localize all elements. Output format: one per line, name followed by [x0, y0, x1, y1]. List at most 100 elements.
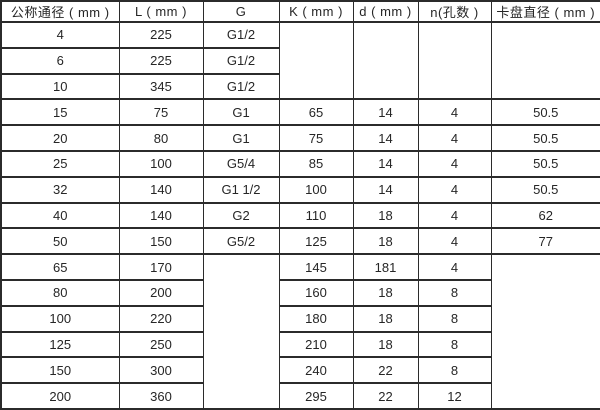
table-cell: 225 — [118, 21, 204, 49]
table-row: 125 250 210 18 8 — [0, 330, 600, 359]
table-cell — [352, 20, 419, 101]
table-cell — [417, 20, 492, 101]
table-cell: 220 — [118, 304, 204, 333]
table-row: 25 100 G5/4 85 14 4 50.5 — [0, 149, 600, 178]
table-cell: 18 — [352, 201, 419, 230]
table-cell — [490, 253, 600, 410]
table-cell: 65 — [278, 98, 354, 127]
table-cell: 50.5 — [490, 149, 600, 178]
table-cell: 10 — [0, 72, 120, 101]
table-row: 65 170 145 181 4 — [0, 253, 600, 410]
table-cell: 360 — [118, 382, 204, 410]
table-cell: G1 — [202, 124, 280, 152]
table-cell: 14 — [352, 124, 419, 152]
table-row: 32 140 G1 1/2 100 14 4 50.5 — [0, 175, 600, 204]
table-cell: 15 — [0, 98, 120, 127]
table-cell: 8 — [417, 356, 492, 385]
table-cell: 80 — [118, 124, 204, 152]
table-cell: 12 — [417, 382, 492, 410]
table-row: 200 360 295 22 12 — [0, 382, 600, 410]
table-cell: G1/2 — [202, 72, 280, 101]
table-cell: 4 — [417, 98, 492, 127]
table-cell: 18 — [352, 330, 419, 359]
table-cell: 18 — [352, 278, 419, 307]
column-header-1: L ( mm ) — [118, 0, 204, 23]
table-cell: 200 — [118, 278, 204, 307]
column-header-5: n(孔数 ) — [417, 0, 492, 23]
table-cell: 345 — [118, 72, 204, 101]
table-cell: 4 — [417, 124, 492, 152]
table-cell: 140 — [118, 201, 204, 230]
table-cell: 4 — [417, 149, 492, 178]
table-cell: G5/2 — [202, 227, 280, 256]
table-cell: 145 — [278, 253, 354, 281]
table-cell: 65 — [0, 253, 120, 281]
table-cell: 14 — [352, 98, 419, 127]
table-cell: 8 — [417, 330, 492, 359]
table-cell: 6 — [0, 46, 120, 75]
table-row: 40 140 G2 110 18 4 62 — [0, 201, 600, 230]
table-cell: 240 — [278, 356, 354, 385]
table-cell: 295 — [278, 382, 354, 410]
table-cell: 75 — [278, 124, 354, 152]
table-cell: 140 — [118, 175, 204, 204]
column-header-3: K ( mm ) — [278, 0, 354, 23]
table-cell: 160 — [278, 278, 354, 307]
table-cell: 22 — [352, 356, 419, 385]
column-header-4: d ( mm ) — [352, 0, 419, 23]
table-cell: G1/2 — [202, 21, 280, 49]
column-header-2: G — [202, 0, 280, 23]
table-cell: 110 — [278, 201, 354, 230]
table-cell: 100 — [0, 304, 120, 333]
table-cell: 50.5 — [490, 175, 600, 204]
table-cell: 77 — [490, 227, 600, 256]
table-cell: 200 — [0, 382, 120, 410]
table-body: 4 225 G1/2 6 225 G1/2 10 345 G1/2 15 75 G1 65 14 4 50.5… — [0, 20, 600, 410]
table-cell: 125 — [0, 330, 120, 359]
table-cell: 85 — [278, 149, 354, 178]
table-cell: 170 — [118, 253, 204, 281]
table-cell: 50.5 — [490, 124, 600, 152]
table-cell: 125 — [278, 227, 354, 256]
table-cell: G1/2 — [202, 46, 280, 75]
table-cell — [490, 20, 600, 101]
table-row: 20 80 G1 75 14 4 50.5 — [0, 124, 600, 152]
table-cell: 25 — [0, 149, 120, 178]
table-cell: 18 — [352, 227, 419, 256]
table-cell: 4 — [417, 227, 492, 256]
table-cell: 8 — [417, 278, 492, 307]
table-cell: 32 — [0, 175, 120, 204]
table-cell: 14 — [352, 149, 419, 178]
table-cell: 150 — [0, 356, 120, 385]
table-cell: G2 — [202, 201, 280, 230]
table-row: 80 200 160 18 8 — [0, 278, 600, 307]
table-cell: 250 — [118, 330, 204, 359]
table-cell: 50 — [0, 227, 120, 256]
table-cell: 8 — [417, 304, 492, 333]
table-row: 15 75 G1 65 14 4 50.5 — [0, 98, 600, 127]
table-cell: 50.5 — [490, 98, 600, 127]
table-cell: 80 — [0, 278, 120, 307]
table-cell: 18 — [352, 304, 419, 333]
table-cell: 210 — [278, 330, 354, 359]
table-cell: G5/4 — [202, 149, 280, 178]
table-row: 4 225 G1/2 — [0, 20, 600, 101]
table-cell: 22 — [352, 382, 419, 410]
table-row: 10 345 G1/2 — [0, 72, 600, 101]
table-cell — [202, 253, 280, 410]
table-cell: 40 — [0, 201, 120, 230]
table-cell: 4 — [417, 201, 492, 230]
column-header-6: 卡盘直径 ( mm ) — [490, 0, 600, 23]
table-cell: 100 — [118, 149, 204, 178]
table-cell: 62 — [490, 201, 600, 230]
column-header-0: 公称通径 ( mm ) — [0, 0, 120, 23]
table-row: 6 225 G1/2 — [0, 46, 600, 75]
table-row: 50 150 G5/2 125 18 4 77 — [0, 227, 600, 256]
table-cell — [278, 20, 354, 101]
table-cell: 100 — [278, 175, 354, 204]
table-cell: 181 — [352, 253, 419, 281]
table-cell: 75 — [118, 98, 204, 127]
table-cell: 4 — [0, 21, 120, 49]
table-cell: 14 — [352, 175, 419, 204]
